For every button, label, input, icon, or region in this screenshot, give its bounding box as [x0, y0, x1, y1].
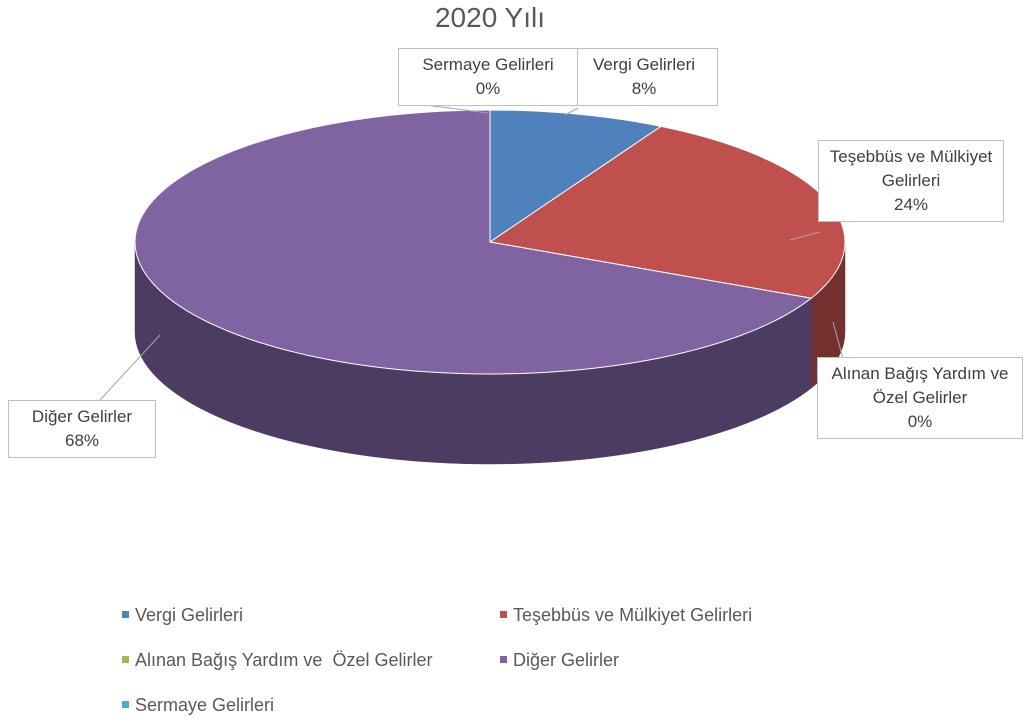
legend-swatch [122, 655, 129, 663]
legend-swatch [122, 700, 129, 708]
data-label-category: Diğer Gelirler [31, 407, 133, 426]
data-label: Vergi Gelirleri 8% [570, 48, 718, 106]
leader-line [789, 231, 821, 241]
slices [134, 109, 846, 465]
leader-line [564, 107, 579, 116]
data-label-category: Sermaye Gelirleri [422, 55, 554, 74]
data-label: Sermaye Gelirleri 0% [398, 48, 578, 106]
data-label: Diğer Gelirler 68% [8, 400, 156, 458]
legend-swatch [500, 655, 507, 663]
legend-item: Alınan Bağış Yardım ve Özel Gelirler [122, 650, 432, 671]
legend-item: Sermaye Gelirleri [122, 695, 274, 716]
legend-item: Diğer Gelirler [500, 650, 619, 671]
data-label-value: 24% [893, 195, 929, 214]
data-label: Alınan Bağış Yardım ve Özel Gelirler 0% [817, 357, 1023, 439]
data-label-value: 0% [475, 79, 501, 98]
chart-title: 2020 Yılı [434, 2, 546, 33]
data-label-category: Vergi Gelirleri [592, 55, 696, 74]
leader-line [424, 104, 489, 114]
leader-line [99, 334, 161, 401]
legend-swatch [500, 610, 507, 618]
legend-item: Vergi Gelirleri [122, 605, 243, 626]
legend-label: Diğer Gelirler [513, 650, 620, 670]
data-label-category: Teşebbüs ve Mülkiyet Gelirleri [829, 147, 993, 190]
legend-swatch [122, 610, 129, 618]
data-label-value: 8% [631, 79, 657, 98]
legend-label: Teşebbüs ve Mülkiyet Gelirleri [513, 605, 753, 625]
data-label-value: 0% [907, 412, 933, 431]
data-label-category: Alınan Bağış Yardım ve Özel Gelirler [831, 364, 1009, 407]
data-label: Teşebbüs ve Mülkiyet Gelirleri 24% [818, 140, 1004, 222]
slice [489, 109, 663, 243]
legend-label: Alınan Bağış Yardım ve Özel Gelirler [135, 650, 433, 670]
legend-item: Teşebbüs ve Mülkiyet Gelirleri [500, 605, 752, 626]
legend-label: Sermaye Gelirleri [135, 695, 275, 715]
legend-label: Vergi Gelirleri [135, 605, 244, 625]
data-label-value: 68% [64, 431, 100, 450]
slice [134, 109, 813, 375]
